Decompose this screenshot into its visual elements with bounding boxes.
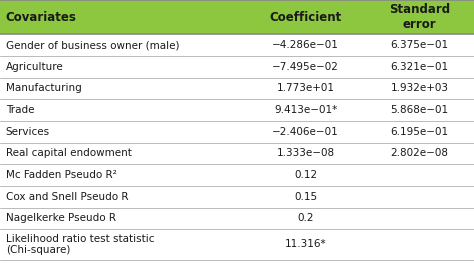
- Text: 0.12: 0.12: [294, 170, 317, 180]
- Text: −7.495e−02: −7.495e−02: [272, 62, 339, 72]
- Text: 1.773e+01: 1.773e+01: [277, 83, 335, 93]
- Bar: [0, 34, 474, 56]
- Text: 11.316*: 11.316*: [285, 239, 327, 249]
- Text: −4.286e−01: −4.286e−01: [272, 40, 339, 50]
- Text: Real capital endowment: Real capital endowment: [6, 148, 132, 158]
- Bar: [0, 56, 474, 78]
- Text: Services: Services: [6, 127, 50, 137]
- Text: 0.15: 0.15: [294, 192, 317, 202]
- Bar: [0, 0, 474, 34]
- Text: Manufacturing: Manufacturing: [6, 83, 82, 93]
- Bar: [0, 143, 474, 164]
- Text: 9.413e−01*: 9.413e−01*: [274, 105, 337, 115]
- Text: Coefficient: Coefficient: [270, 11, 342, 24]
- Text: Gender of business owner (male): Gender of business owner (male): [6, 40, 179, 50]
- Text: Standard
error: Standard error: [389, 3, 450, 31]
- Text: Trade: Trade: [6, 105, 34, 115]
- Bar: [0, 186, 474, 208]
- Text: Mc Fadden Pseudo R²: Mc Fadden Pseudo R²: [6, 170, 117, 180]
- Text: 1.333e−08: 1.333e−08: [277, 148, 335, 158]
- Text: 5.868e−01: 5.868e−01: [391, 105, 448, 115]
- Bar: [0, 208, 474, 229]
- Text: 0.2: 0.2: [298, 213, 314, 223]
- Text: Nagelkerke Pseudo R: Nagelkerke Pseudo R: [6, 213, 116, 223]
- Bar: [0, 121, 474, 143]
- Bar: [0, 78, 474, 99]
- Text: Covariates: Covariates: [6, 11, 77, 24]
- Text: Cox and Snell Pseudo R: Cox and Snell Pseudo R: [6, 192, 128, 202]
- Bar: [0, 99, 474, 121]
- Text: 2.802e−08: 2.802e−08: [391, 148, 448, 158]
- Text: −2.406e−01: −2.406e−01: [273, 127, 339, 137]
- Bar: [0, 229, 474, 260]
- Text: Agriculture: Agriculture: [6, 62, 64, 72]
- Bar: [0, 164, 474, 186]
- Text: Likelihood ratio test statistic
(Chi-square): Likelihood ratio test statistic (Chi-squ…: [6, 234, 154, 255]
- Text: 6.321e−01: 6.321e−01: [391, 62, 448, 72]
- Text: 6.195e−01: 6.195e−01: [391, 127, 448, 137]
- Text: 6.375e−01: 6.375e−01: [391, 40, 448, 50]
- Text: 1.932e+03: 1.932e+03: [391, 83, 448, 93]
